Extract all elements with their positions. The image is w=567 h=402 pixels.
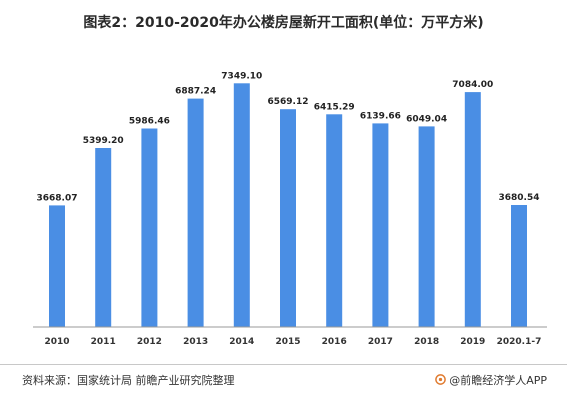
category-label-2017: 2017 — [368, 337, 393, 347]
category-label-2018: 2018 — [414, 337, 439, 347]
value-label-2016: 6415.29 — [314, 102, 355, 112]
value-label-2015: 6569.12 — [268, 97, 309, 107]
value-label-2014: 7349.10 — [221, 71, 262, 81]
category-label-2012: 2012 — [137, 337, 162, 347]
brand-credit: @前瞻经济学人APP — [435, 372, 547, 388]
category-label-2011: 2011 — [91, 337, 116, 347]
source-note: 资料来源：国家统计局 前瞻产业研究院整理 — [22, 374, 235, 387]
brand-text: @前瞻经济学人APP — [449, 374, 547, 387]
category-labels-group: 2010 2011 2012 2013 2014 2015 2016 2017 2018 2019… — [44, 337, 541, 347]
value-label-2013: 6887.24 — [175, 87, 216, 97]
chart-title: 图表2：2010-2020年办公楼房屋新开工面积(单位：万平方米) — [83, 15, 484, 31]
category-label-2019: 2019 — [460, 337, 485, 347]
category-label-2016: 2016 — [322, 337, 347, 347]
bar-2017 — [372, 123, 389, 328]
footer: 资料来源：国家统计局 前瞻产业研究院整理 @前瞻经济学人APP — [0, 364, 567, 402]
category-label-2013: 2013 — [183, 337, 208, 347]
category-label-2014: 2014 — [229, 337, 254, 347]
bar-chart: 3668.07 5399.20 5986.46 6887.24 7349.10 6569.… — [33, 71, 547, 347]
category-label-2020.1-7: 2020.1-7 — [497, 337, 542, 347]
bar-2020.1-7 — [511, 205, 527, 327]
bar-2016 — [326, 114, 343, 327]
bars-group — [49, 83, 527, 328]
value-labels-group: 3668.07 5399.20 5986.46 6887.24 7349.10 6569.… — [37, 71, 540, 203]
bar-2012 — [141, 128, 158, 327]
bar-2018 — [418, 126, 435, 328]
value-label-2020.1-7: 3680.54 — [499, 193, 540, 203]
category-label-2015: 2015 — [275, 337, 300, 347]
value-label-2018: 6049.04 — [406, 114, 447, 124]
bar-2015 — [280, 109, 296, 327]
brand-logo-icon — [435, 374, 447, 385]
category-label-2010: 2010 — [44, 337, 69, 347]
value-label-2017: 6139.66 — [360, 111, 401, 121]
bar-2011 — [95, 148, 112, 327]
value-label-2011: 5399.20 — [83, 136, 124, 146]
value-label-2010: 3668.07 — [37, 193, 78, 203]
bar-2019 — [464, 92, 481, 327]
value-label-2019: 7084.00 — [452, 80, 493, 90]
bar-2010 — [49, 205, 65, 327]
bar-2014 — [233, 83, 250, 327]
value-label-2012: 5986.46 — [129, 117, 170, 127]
bar-2013 — [187, 98, 204, 327]
